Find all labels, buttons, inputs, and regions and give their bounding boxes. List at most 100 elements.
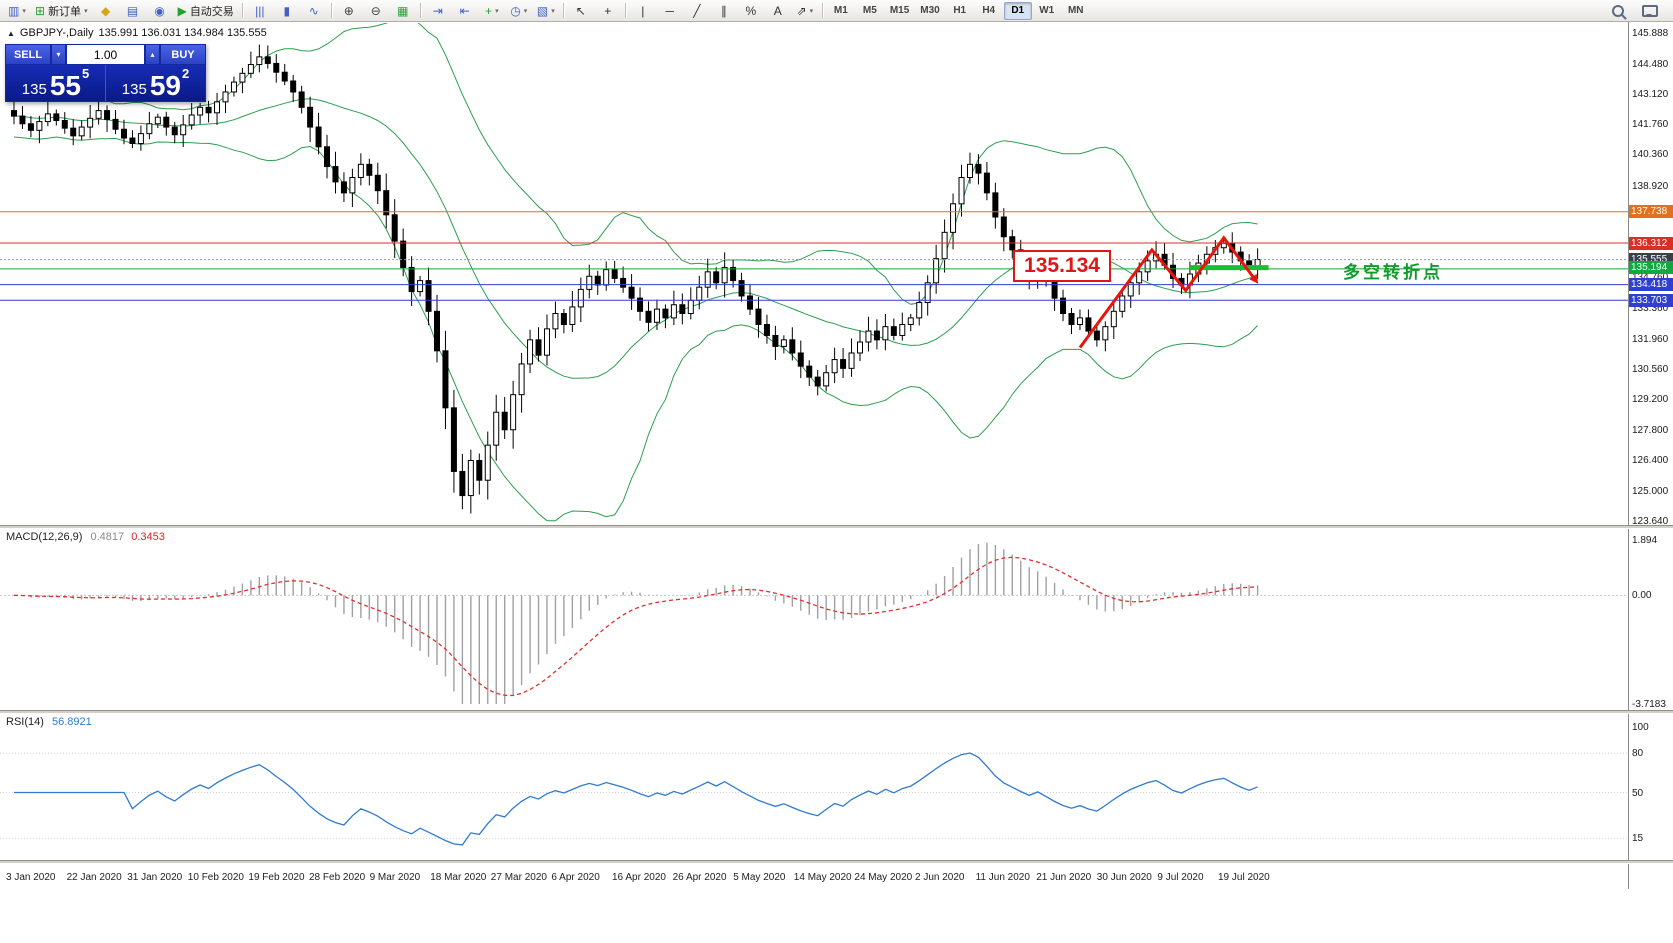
toolbar-group: ↖ + [568,1,621,21]
price-tick-label: 143.120 [1632,88,1669,100]
date-label: 3 Jan 2020 [6,872,56,883]
price-tick-label: 134.760 [1632,272,1668,283]
price-tick-label: 140.360 [1632,149,1669,161]
toolbar-group: ⊕ ⊖ ▦ [336,1,416,21]
date-label: 21 Jun 2020 [1036,872,1092,883]
cursor-icon: ↖ [575,3,586,18]
timeframe-M30[interactable]: M30 [920,5,940,16]
price-axis[interactable]: 145.888 144.480 143.120 141.760 140.360 138.9… [1629,22,1673,889]
candles [11,44,1261,514]
volume-input[interactable] [66,44,145,65]
timeframe-H4[interactable]: H4 [982,5,996,16]
candlestick-chart-icon: ▮ [283,3,291,18]
toolbar-separator [562,3,564,18]
search-button[interactable] [1605,1,1631,21]
rsi-scale-label: 80 [1632,748,1644,760]
chart-shift-button[interactable]: ⇤ [452,1,478,21]
price-tick-label: 141.760 [1632,118,1669,130]
date-label: 5 May 2020 [733,872,786,883]
timeframe-M1[interactable]: M1 [833,5,848,16]
periods-button[interactable]: ◷ ▾ [506,1,532,21]
terminal-button[interactable]: ▤ [120,1,146,21]
cursor-button[interactable]: ↖ [568,1,594,21]
new-order-button[interactable]: ⊞ 新订单 ▾ [31,1,92,21]
buy-button[interactable]: BUY [160,44,206,65]
bollinger-mid-band [13,98,1258,379]
candlestick-chart-button[interactable]: ▮ [274,1,300,21]
date-label: 19 Jul 2020 [1218,872,1270,883]
channel-button[interactable]: ∥ [711,1,737,21]
date-label: 27 Mar 2020 [490,872,547,883]
tile-windows-button[interactable]: ▦ [390,1,416,21]
crosshair-icon: + [604,3,612,18]
zoom-out-button[interactable]: ⊖ [363,1,389,21]
date-label: 14 May 2020 [793,872,852,883]
toolbar-group: ⇥ ⇤ + ▾ ◷ ▾ ▧ ▾ [425,1,559,21]
auto-scroll-button[interactable]: ⇥ [425,1,451,21]
timeframe-M5[interactable]: M5 [862,5,877,16]
community-button[interactable]: ◉ [147,1,173,21]
sell-button[interactable]: SELL [5,44,51,65]
date-label: 22 Jan 2020 [66,872,122,883]
price-level-label: 134.418 [1629,278,1673,292]
trendline-button[interactable]: ╱ [684,1,710,21]
chevron-down-icon: ▾ [551,7,555,15]
chat-button[interactable] [1637,1,1663,21]
volume-down-button[interactable]: ▾ [51,44,66,65]
vertical-line-button[interactable]: | [630,1,656,21]
bar-chart-button[interactable]: ||| [247,1,273,21]
new-chart-icon: ▥ [8,3,20,18]
timeframe-MN[interactable]: MN [1067,5,1084,16]
timeframe-W1[interactable]: W1 [1039,5,1055,16]
toolbar-separator [241,3,243,18]
timeframe-group: M1 M5 M15 M30 H1 H4 D1 W1 MN [827,1,1090,20]
autotrading-button[interactable]: ▶ 自动交易 [174,1,238,21]
date-label: 18 Mar 2020 [430,872,487,883]
main-chart-layer [0,23,1628,522]
fibonacci-button[interactable]: % [738,1,764,21]
date-label: 9 Jul 2020 [1157,872,1204,883]
zoom-in-button[interactable]: ⊕ [336,1,362,21]
timeframe-D1[interactable]: D1 [1003,1,1032,20]
timeframe-H1[interactable]: H1 [953,5,967,16]
price-level-label: 133.703 [1629,293,1673,307]
buy-price[interactable]: 135 59 2 [105,65,205,101]
chevron-down-icon: ▾ [523,7,528,15]
sell-price[interactable]: 135 55 5 [6,65,105,101]
price-annotation-box: 135.134 [1013,250,1111,282]
text-button[interactable]: A [765,1,791,21]
sell-price-main: 135 [21,80,47,98]
price-tick-label: 129.200 [1632,394,1669,406]
indicators-button[interactable]: + ▾ [479,1,505,21]
line-chart-button[interactable]: ∿ [301,1,327,21]
chat-icon [1642,4,1658,17]
timeframe-M15[interactable]: M15 [889,5,910,16]
date-label: 9 Mar 2020 [369,872,421,883]
date-axis[interactable]: 3 Jan 2020 22 Jan 2020 31 Jan 2020 10 Feb 2… [0,863,1628,889]
panel-separator[interactable] [0,525,1673,529]
zigzag-arrow[interactable] [1078,235,1259,349]
toolbar-group: ▥ ▾ ⊞ 新订单 ▾ ◆ ▤ ◉ ▶ 自动交易 [4,1,238,21]
community-icon: ◉ [154,3,165,18]
crosshair-button[interactable]: + [595,1,621,21]
panel-separator[interactable] [0,710,1673,714]
macd-layer [0,542,1628,704]
panel-separator[interactable] [0,860,1673,864]
collapse-icon[interactable]: ▲ [7,28,15,38]
quotes-button[interactable]: ◆ [93,1,119,21]
arrows-button[interactable]: ⇗ ▾ [792,1,818,21]
date-label: 28 Feb 2020 [309,872,366,883]
rsi-scale-label: 15 [1632,833,1644,845]
zoom-in-icon: ⊕ [343,3,354,18]
chevron-down-icon: ▾ [22,7,26,15]
price-level-label: 135.194 [1629,261,1673,275]
volume-up-button[interactable]: ▴ [145,44,160,65]
new-chart-button[interactable]: ▥ ▾ [4,1,30,21]
macd-histogram [21,542,1259,704]
rsi-name: RSI(14) [6,716,44,728]
horizontal-line-button[interactable]: ─ [657,1,683,21]
templates-button[interactable]: ▧ ▾ [533,1,559,21]
rsi-indicator-label: RSI(14) 56.8921 [6,716,92,728]
